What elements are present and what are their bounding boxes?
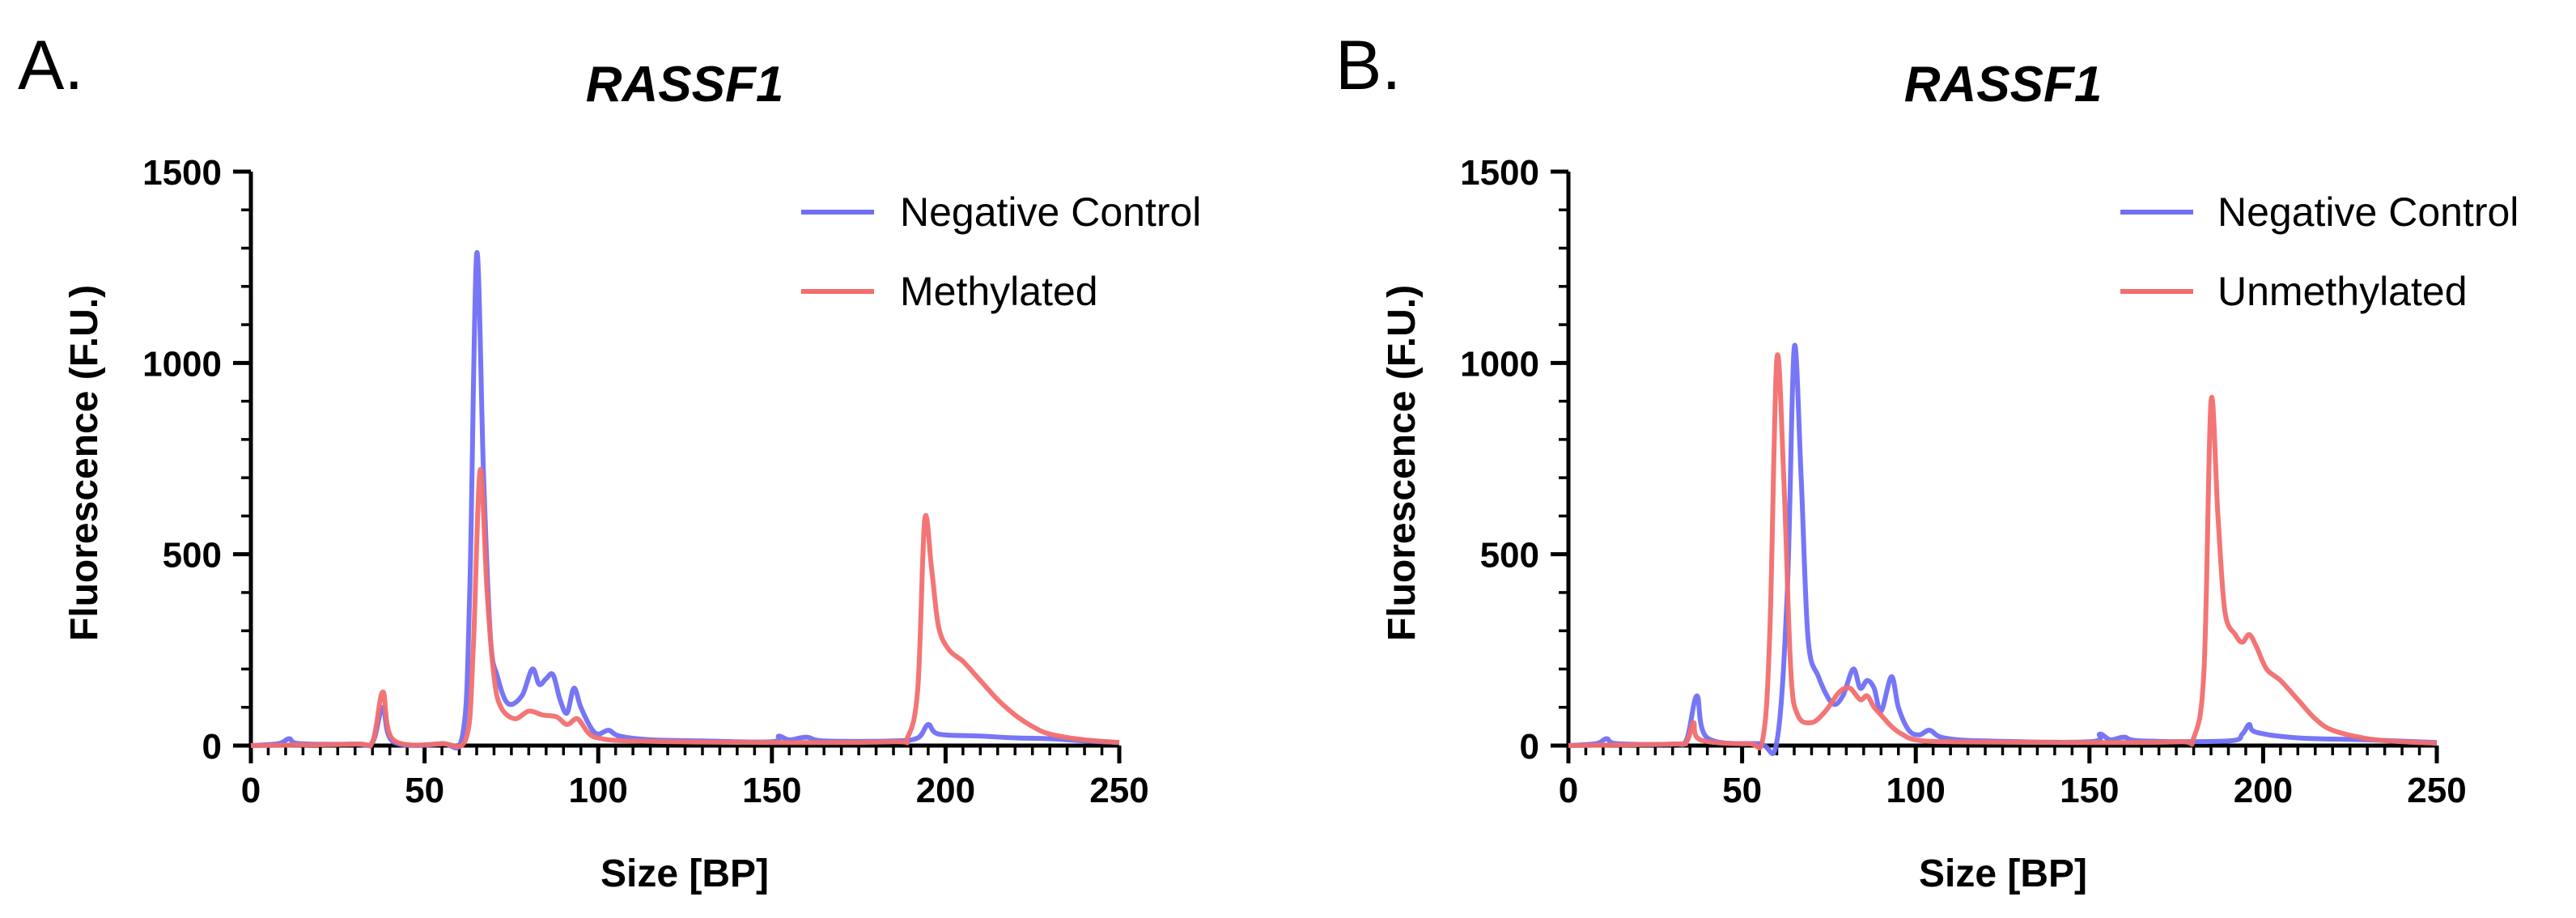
legend-label-unmethylated-b: Unmethylated xyxy=(2217,269,2468,314)
series-line-methylated-a xyxy=(250,467,1120,750)
panel-label-a: A. xyxy=(18,27,83,104)
x-axis-label-b: Size [BP] xyxy=(1919,852,2087,895)
series-line-negative-control-b xyxy=(1568,342,2438,756)
x-tick-label-a: 200 xyxy=(916,771,975,810)
chart-title-b: RASSF1 xyxy=(1904,57,2103,113)
y-tick-label-a: 500 xyxy=(163,536,222,576)
x-tick-label-b: 150 xyxy=(2060,771,2119,810)
x-tick-label-b: 250 xyxy=(2407,771,2466,810)
x-tick-label-a: 100 xyxy=(568,771,627,810)
series-line-unmethylated-b xyxy=(1568,352,2438,750)
panel-b: B. RASSF1 Fluorescence (F.U.) Size [BP] … xyxy=(1335,27,2519,895)
y-axis-label-a: Fluorescence (F.U.) xyxy=(63,285,106,641)
x-tick-label-b: 50 xyxy=(1722,771,1762,810)
legend-label-negative-control-b: Negative Control xyxy=(2217,189,2519,235)
x-tick-label-a: 150 xyxy=(742,771,801,810)
y-tick-label-b: 1500 xyxy=(1460,153,1539,193)
y-tick-label-a: 0 xyxy=(202,727,222,767)
x-tick-label-a: 0 xyxy=(241,771,261,810)
x-tick-label-a: 50 xyxy=(405,771,444,810)
x-axis-label-a: Size [BP] xyxy=(601,852,769,895)
y-tick-label-b: 500 xyxy=(1480,536,1539,576)
y-tick-label-a: 1500 xyxy=(142,153,222,193)
x-tick-label-a: 250 xyxy=(1089,771,1148,810)
legend-b: Negative Control Unmethylated xyxy=(2120,189,2519,314)
plot-area-a xyxy=(250,249,1120,750)
y-tick-label-b: 1000 xyxy=(1460,344,1539,384)
legend-a: Negative Control Methylated xyxy=(801,189,1201,314)
x-tick-label-b: 0 xyxy=(1559,771,1578,810)
y-tick-label-b: 0 xyxy=(1520,727,1539,767)
chart-title-a: RASSF1 xyxy=(586,57,784,113)
axes-a: 0 50 100 150 200 250 0 500 1000 1500 xyxy=(142,153,1149,810)
y-axis-label-b: Fluorescence (F.U.) xyxy=(1381,285,1424,641)
x-tick-label-b: 200 xyxy=(2234,771,2293,810)
plot-area-b xyxy=(1568,342,2438,756)
axes-b: 0 50 100 150 200 250 0 500 1000 1500 xyxy=(1460,153,2467,810)
y-tick-label-a: 1000 xyxy=(142,344,222,384)
legend-label-negative-control-a: Negative Control xyxy=(900,189,1201,235)
panel-label-b: B. xyxy=(1335,27,1401,104)
panel-a: A. RASSF1 Fluorescence (F.U.) Size [BP] … xyxy=(18,27,1201,895)
x-tick-label-b: 100 xyxy=(1886,771,1945,810)
legend-label-methylated-a: Methylated xyxy=(900,269,1098,314)
series-line-negative-control-a xyxy=(250,249,1120,750)
